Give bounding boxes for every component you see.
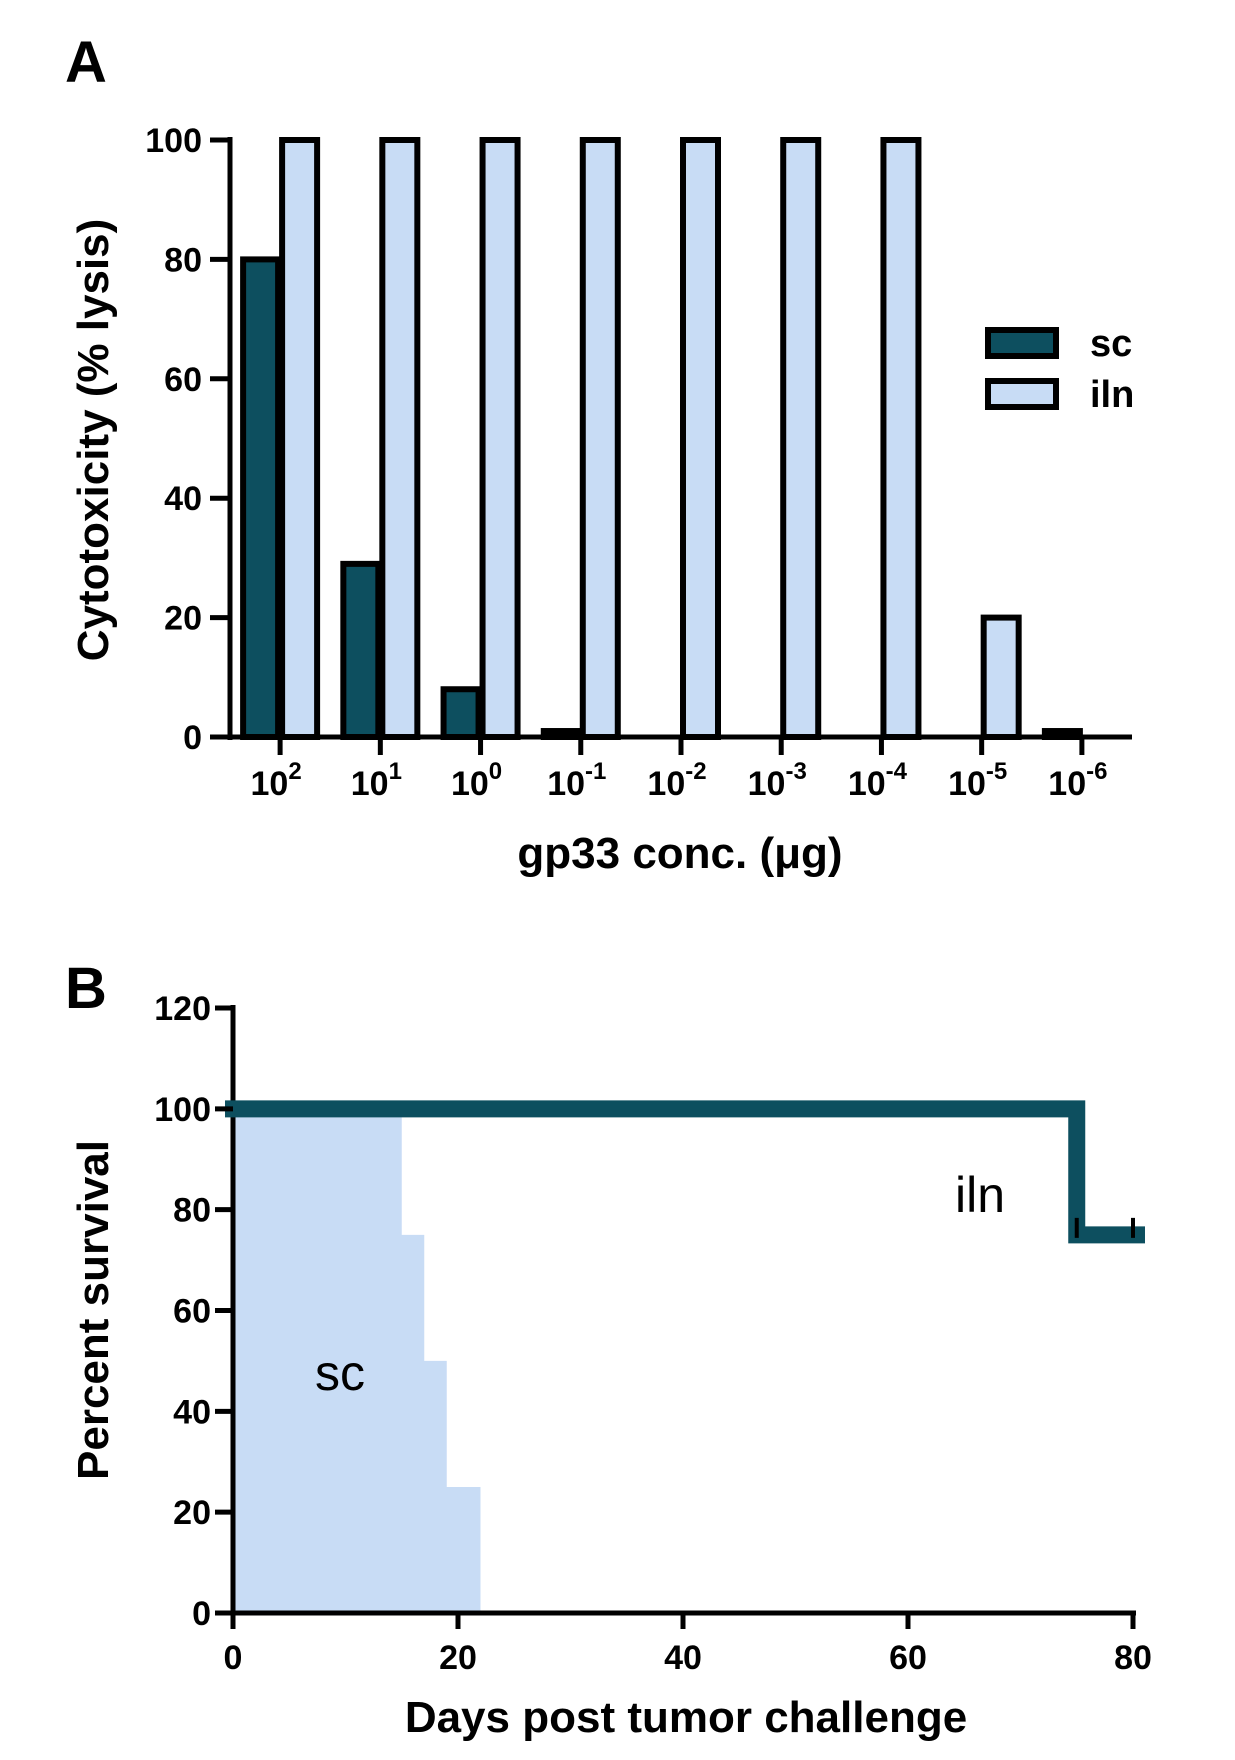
iln-survival-line — [225, 1100, 1145, 1244]
annotation-iln: iln — [955, 1167, 1005, 1223]
panel-a-y-ticks: 0 20 40 60 80 100 — [145, 122, 230, 757]
panel-b-y-tick-label: 120 — [154, 990, 211, 1028]
panel-a-x-tick-label: 101 — [351, 758, 402, 803]
panel-a-x-tick-label: 102 — [251, 758, 302, 803]
panel-b-y-tick-label: 0 — [192, 1595, 211, 1633]
panel-a-y-tick-label: 20 — [164, 600, 202, 638]
panel-a-label: A — [65, 30, 107, 95]
panel-b-iln-survival-line — [225, 1100, 1145, 1244]
legend-label-iln: iln — [1090, 374, 1134, 416]
bar-iln-3 — [579, 137, 621, 740]
bar-iln-2 — [479, 137, 521, 740]
panel-a-x-ticks: 102 101 100 10-1 10-2 10-3 10-4 10-5 10-6 — [251, 737, 1107, 803]
panel-b-label: B — [65, 956, 107, 1021]
bar-sc-0 — [240, 256, 282, 740]
annotation-sc: sc — [315, 1345, 365, 1401]
panel-b-y-tick-label: 60 — [173, 1293, 211, 1331]
bar-iln-5 — [780, 137, 822, 740]
legend-label-sc: sc — [1090, 323, 1132, 365]
panel-a-x-tick-label: 100 — [451, 758, 502, 803]
bar-iln-0 — [279, 137, 321, 740]
panel-a-y-tick-label: 40 — [164, 480, 202, 518]
bar-iln-4 — [680, 137, 721, 740]
panel-b-y-tick-label: 100 — [154, 1091, 211, 1129]
panel-a-bars — [240, 137, 1083, 741]
bar-iln-6 — [880, 137, 922, 740]
panel-b-y-tick-label: 40 — [173, 1393, 211, 1431]
panel-a-x-tick-label: 10-1 — [547, 758, 606, 803]
panel-b-x-tick-label: 40 — [664, 1639, 702, 1677]
panel-a-x-tick-label: 10-3 — [748, 758, 807, 803]
panel-a-x-tick-label: 10-2 — [647, 758, 706, 803]
panel-a: A 0 20 40 60 80 100 102 101 100 10-1 10-2 10-3 10-4… — [65, 30, 1134, 878]
bar-iln-1 — [379, 137, 421, 740]
panel-a-y-tick-label: 80 — [164, 241, 202, 279]
panel-b: B 0 20 40 60 80 100 120 0 20 40 60 80 iln sc Days … — [65, 956, 1152, 1742]
panel-b-x-ticks: 0 20 40 60 80 — [224, 1613, 1152, 1677]
panel-b-y-ticks: 0 20 40 60 80 100 120 — [154, 990, 233, 1633]
panel-b-x-tick-label: 20 — [439, 1639, 477, 1677]
legend-swatch-sc — [985, 327, 1059, 359]
panel-a-x-tick-label: 10-4 — [848, 758, 908, 803]
bar-sc-1 — [340, 560, 382, 740]
sc-survival-area — [233, 1108, 481, 1613]
panel-a-y-tick-label: 100 — [145, 122, 202, 160]
panel-b-x-tick-label: 0 — [224, 1639, 243, 1677]
panel-b-x-tick-label: 60 — [889, 1639, 927, 1677]
panel-b-y-tick-label: 80 — [173, 1192, 211, 1230]
panel-a-x-tick-label: 10-5 — [948, 758, 1007, 803]
panel-b-y-tick-label: 20 — [173, 1494, 211, 1532]
panel-b-y-axis-title: Percent survival — [69, 1140, 118, 1480]
panel-a-x-axis-title: gp33 conc. (μg) — [517, 829, 842, 878]
bar-iln-7 — [980, 614, 1022, 740]
panel-a-legend: sc iln — [985, 323, 1134, 416]
panel-a-y-axis-title: Cytotoxicity (% lysis) — [69, 219, 118, 662]
panel-b-x-tick-label: 80 — [1114, 1639, 1152, 1677]
panel-a-x-tick-label: 10-6 — [1048, 758, 1107, 803]
panel-a-y-tick-label: 60 — [164, 361, 202, 399]
panel-b-x-axis-title: Days post tumor challenge — [405, 1693, 967, 1742]
panel-b-sc-survival-area — [233, 1108, 481, 1613]
legend-swatch-iln — [985, 378, 1059, 410]
panel-a-y-tick-label: 0 — [183, 719, 202, 757]
bar-sc-2 — [440, 686, 482, 740]
